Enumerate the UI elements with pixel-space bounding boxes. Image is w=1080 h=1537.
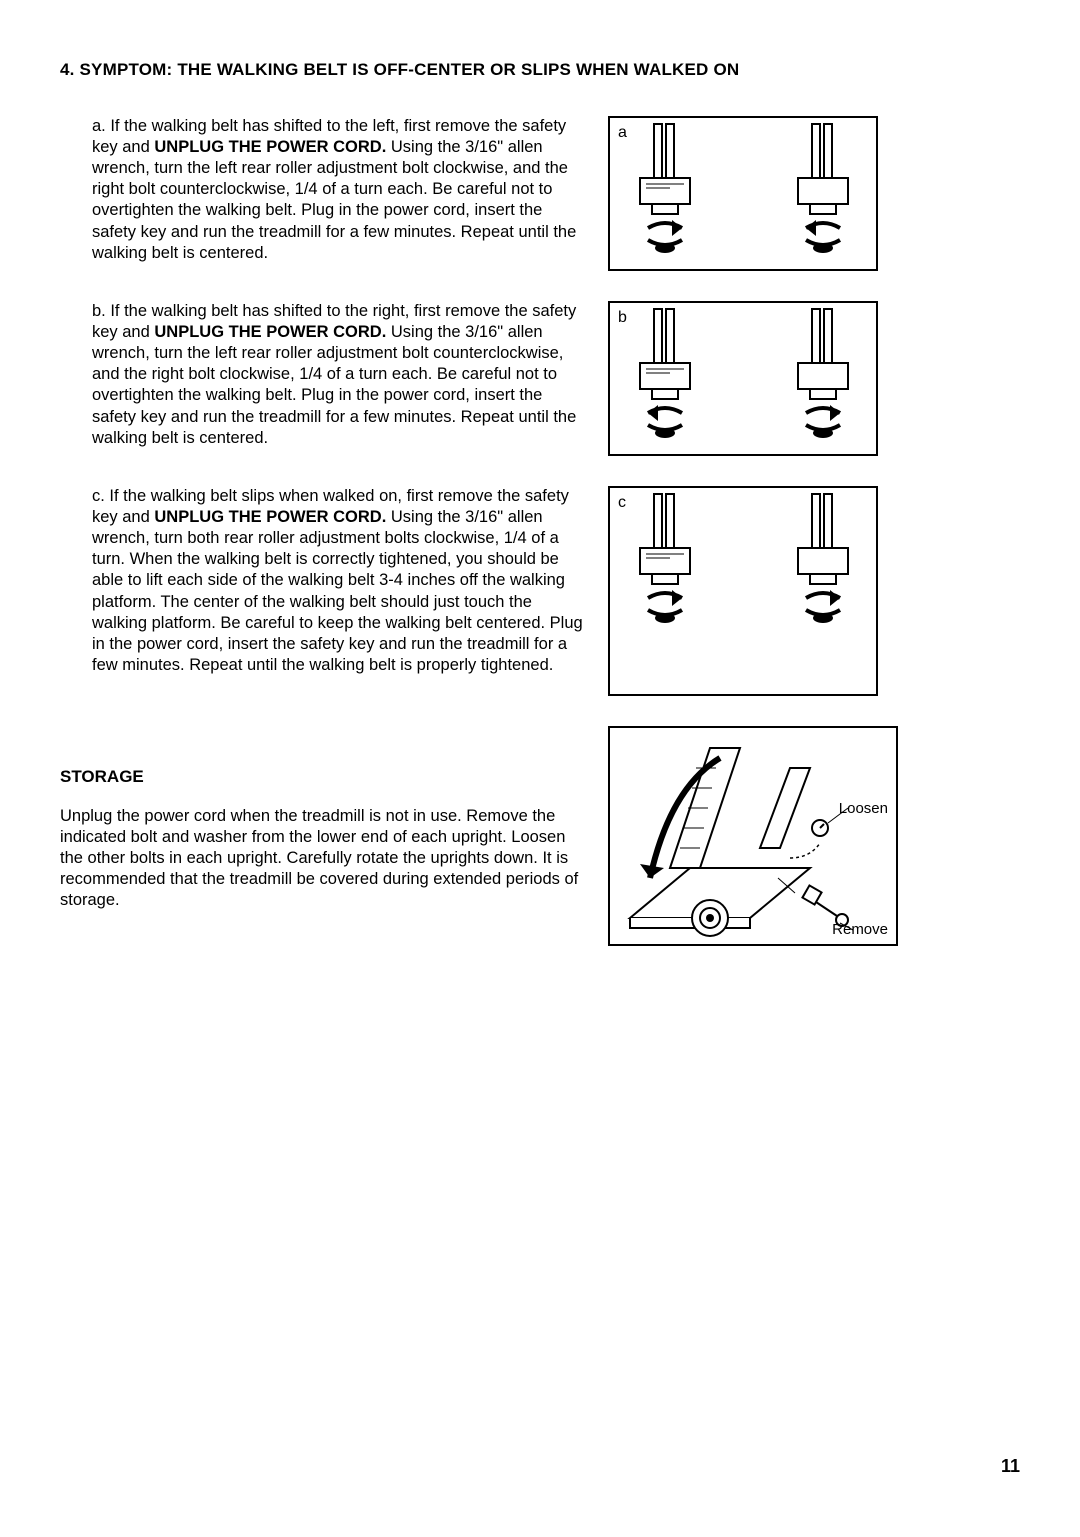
storage-heading: STORAGE [60,766,590,788]
symptom-heading: 4. SYMPTOM: THE WALKING BELT IS OFF-CENT… [60,60,1020,80]
storage-body: Unplug the power cord when the treadmill… [60,806,590,912]
loosen-label: Loosen [839,800,888,817]
figure-storage-col: Loosen Remove [608,726,898,946]
figure-c-col: c [608,486,878,696]
text-after-bold: Using the 3/16" allen wrench, turn both … [92,508,583,674]
remove-label: Remove [832,921,888,938]
symptom-item-c-row: c. If the walking belt slips when walked… [60,486,1020,696]
figure-a-col: a [608,116,878,271]
figure-a-box: a [608,116,878,271]
figure-c-box: c [608,486,878,696]
bold-text: UNPLUG THE POWER CORD. [154,323,386,341]
symptom-item-a-row: a. If the walking belt has shifted to th… [60,116,1020,271]
text-after-bold: Using the 3/16" allen wrench, turn the l… [92,138,576,262]
symptom-item-b-row: b. If the walking belt has shifted to th… [60,301,1020,456]
figure-storage-box: Loosen Remove [608,726,898,946]
figure-c-label: c [618,494,626,512]
storage-row: STORAGE Unplug the power cord when the t… [60,726,1020,946]
storage-diagram-icon [610,728,896,944]
belt-diagram-a-icon [610,118,876,269]
figure-b-box: b [608,301,878,456]
figure-b-label: b [618,309,627,327]
symptom-item-a-text: a. If the walking belt has shifted to th… [60,116,590,271]
page-container: 4. SYMPTOM: THE WALKING BELT IS OFF-CENT… [0,0,1080,1537]
page-number: 11 [1001,1456,1020,1477]
bold-text: UNPLUG THE POWER CORD. [154,508,386,526]
symptom-item-b-text: b. If the walking belt has shifted to th… [60,301,590,456]
belt-diagram-c-icon [610,488,876,694]
storage-text-col: STORAGE Unplug the power cord when the t… [60,726,590,946]
belt-diagram-b-icon [610,303,876,454]
figure-b-col: b [608,301,878,456]
item-letter: a. [92,117,106,135]
symptom-item-c-text: c. If the walking belt slips when walked… [60,486,590,696]
bold-text: UNPLUG THE POWER CORD. [154,138,386,156]
text-after-bold: Using the 3/16" allen wrench, turn the l… [92,323,576,447]
item-letter: c. [92,487,105,505]
figure-a-label: a [618,124,627,142]
item-letter: b. [92,302,106,320]
